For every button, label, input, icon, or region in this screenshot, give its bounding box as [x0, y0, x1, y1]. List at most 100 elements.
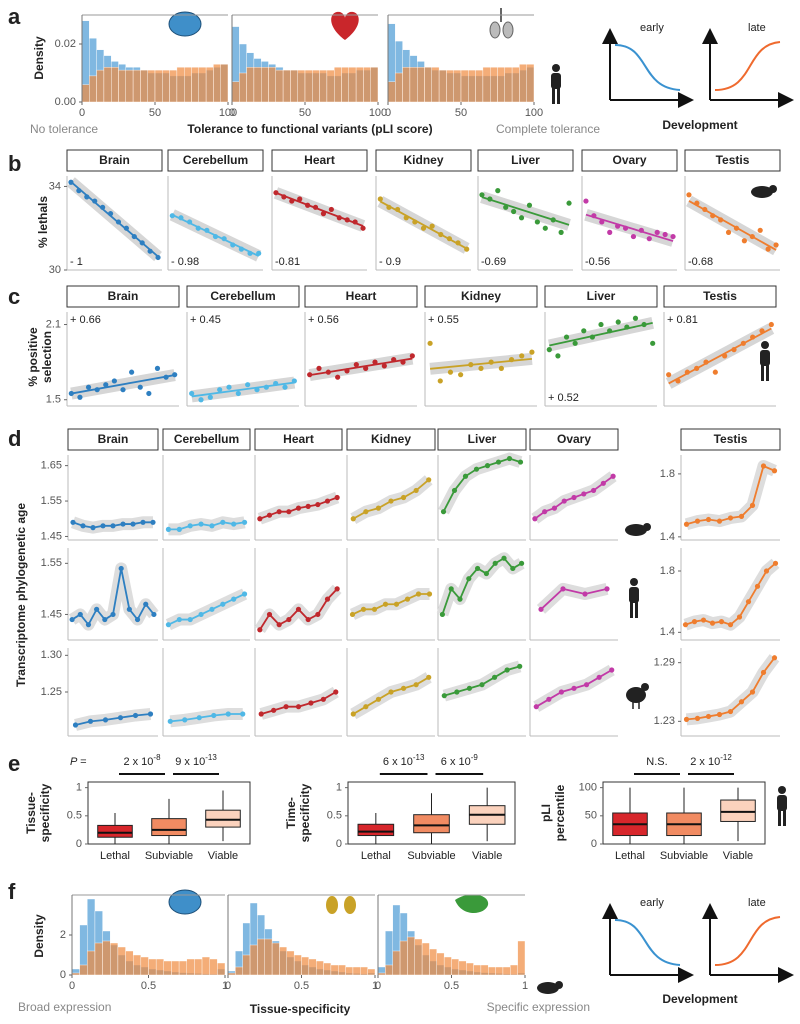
histogram-bar	[367, 968, 376, 976]
p-value-exponent: -13	[413, 753, 425, 762]
point	[488, 359, 494, 365]
point	[662, 231, 668, 238]
point	[506, 455, 513, 462]
histogram-bar	[370, 66, 379, 103]
histogram-bar	[421, 942, 430, 976]
strip-title: Cerebellum	[183, 153, 248, 167]
point	[307, 372, 313, 378]
histogram-bar	[451, 958, 460, 976]
histogram-bar	[502, 966, 511, 976]
point	[441, 693, 447, 699]
histogram-bar	[209, 958, 218, 976]
point	[196, 715, 202, 721]
histogram-bar	[94, 942, 103, 976]
point	[147, 248, 153, 254]
histogram-bar	[392, 950, 401, 976]
point	[542, 509, 548, 515]
point	[377, 196, 383, 202]
y-tick-label: 1.4	[660, 531, 675, 543]
point	[68, 179, 74, 185]
y-tick-label: 30	[49, 264, 61, 276]
point	[235, 390, 241, 397]
point	[273, 190, 279, 196]
y-tick-label: 1.65	[41, 460, 62, 472]
point	[381, 363, 387, 369]
histogram-bar	[330, 964, 339, 976]
point	[209, 523, 215, 529]
x-tick-label: Subviable	[660, 850, 708, 862]
point	[412, 219, 418, 225]
histogram-bar	[220, 64, 229, 103]
histogram-bar	[169, 69, 178, 103]
point	[363, 509, 369, 515]
point	[609, 667, 615, 673]
point	[413, 682, 419, 688]
y-tick-label: 0	[60, 969, 66, 981]
point	[198, 521, 204, 527]
x-tick-label: 0.5	[141, 980, 156, 992]
strip	[375, 149, 472, 172]
histogram-bar	[201, 956, 210, 976]
point	[349, 611, 356, 618]
point	[240, 711, 246, 717]
point	[550, 217, 556, 223]
histogram-bar	[387, 81, 396, 103]
histogram-bar	[466, 962, 474, 976]
histogram-bar	[118, 69, 126, 103]
histogram-bar	[438, 69, 447, 103]
point	[773, 242, 779, 248]
y-tick-label: 1.5	[46, 394, 61, 406]
annotation: -0.68	[688, 256, 713, 268]
point	[220, 519, 226, 525]
point	[501, 555, 507, 561]
histogram-bar	[468, 69, 476, 103]
point	[736, 614, 743, 620]
x-tick-label: 1	[522, 980, 528, 992]
point	[110, 523, 116, 529]
y-tick-label: 1.8	[660, 468, 675, 480]
y-axis-label: % lethals	[36, 196, 50, 248]
point	[130, 521, 136, 527]
histogram-bar	[242, 954, 251, 976]
y-axis-label: specificity	[38, 783, 52, 842]
point	[638, 227, 644, 233]
histogram-bar	[431, 66, 440, 103]
y-tick-label: 1.4	[660, 626, 675, 638]
histogram-bar	[194, 958, 203, 976]
point	[420, 225, 427, 231]
point	[718, 217, 724, 223]
point	[140, 519, 146, 525]
histogram-bar	[132, 69, 141, 103]
histogram-bar	[96, 69, 105, 103]
y-tick-label: 1.45	[41, 530, 62, 542]
point	[630, 233, 637, 240]
point	[615, 223, 621, 229]
p-value-text: N.S.	[646, 756, 667, 768]
histogram-bar	[480, 964, 489, 976]
point	[498, 365, 504, 371]
x-tick-label: 100	[369, 107, 387, 119]
x-tick-label: 50	[455, 107, 467, 119]
point	[151, 611, 157, 618]
point	[566, 200, 572, 206]
y-tick-label: 1	[76, 782, 82, 794]
x-tick-label: Viable	[472, 850, 502, 862]
y-tick-label: 1.55	[41, 495, 62, 507]
point	[333, 689, 339, 695]
point	[727, 515, 734, 521]
x-tick-label: 0	[229, 107, 235, 119]
p-value-text: 6 x 10	[441, 756, 471, 768]
p-prefix: P =	[70, 756, 87, 768]
point	[466, 685, 473, 691]
point	[705, 713, 712, 720]
y-tick-label: 2.1	[46, 318, 61, 330]
point	[111, 378, 117, 384]
histogram-bar	[488, 966, 496, 976]
panel-label: e	[8, 751, 20, 776]
regression-line	[549, 322, 653, 347]
x-tick-label: 50	[149, 107, 161, 119]
strip	[346, 428, 436, 451]
point	[165, 622, 172, 628]
point	[207, 394, 213, 400]
histogram-bar	[81, 84, 90, 103]
